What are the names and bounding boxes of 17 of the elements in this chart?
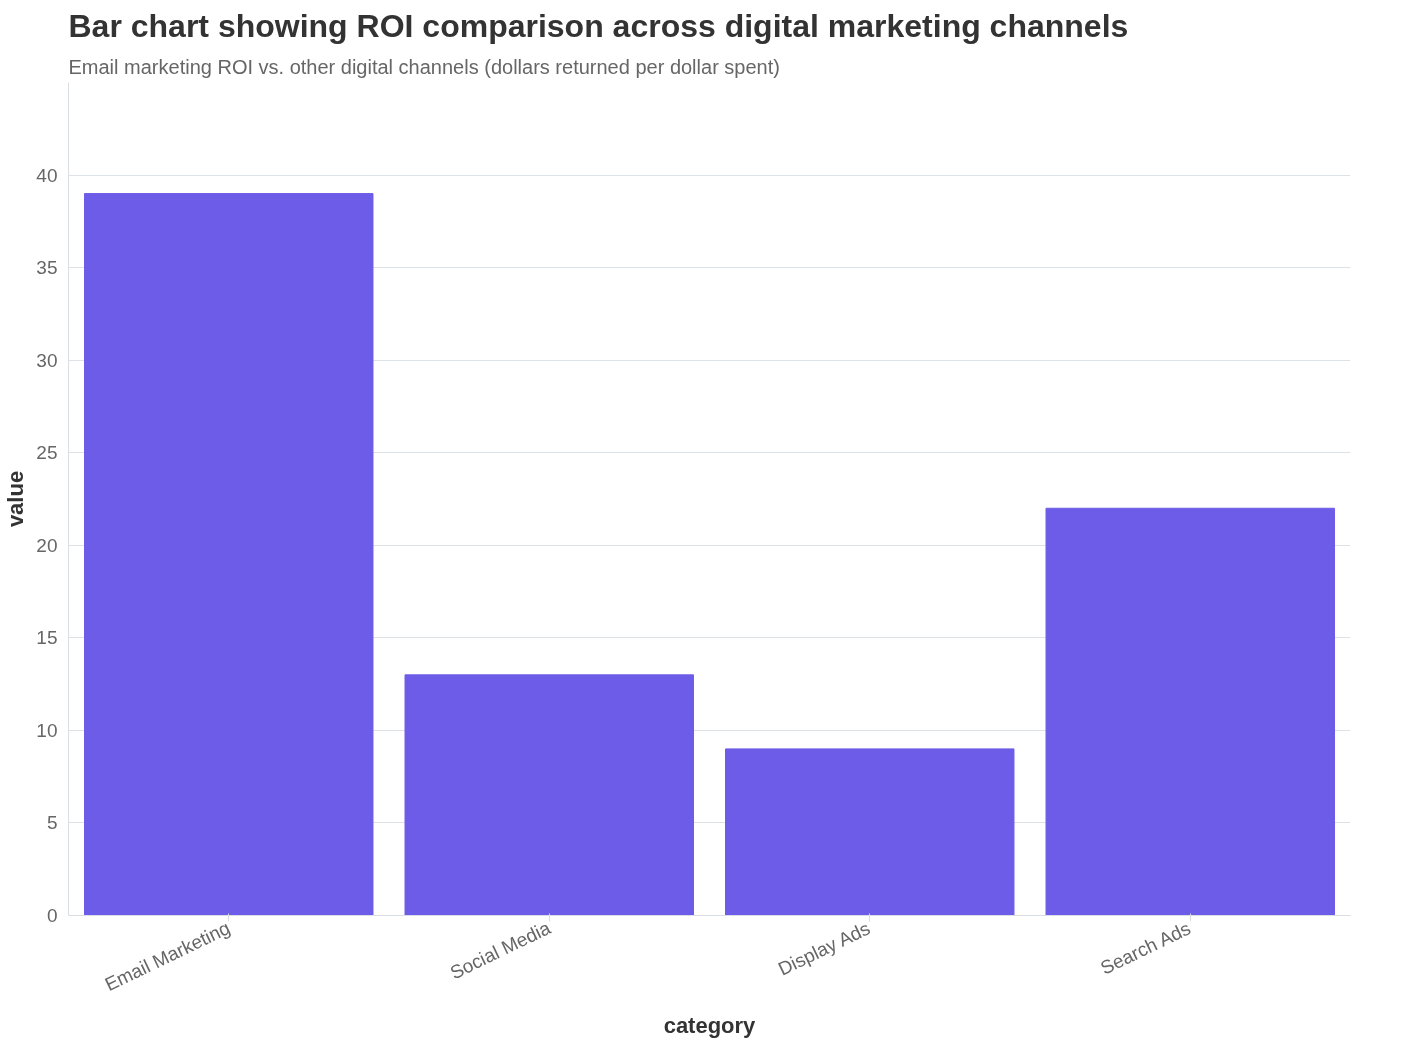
y-axis-title: value bbox=[3, 470, 29, 528]
x-axis-title: category bbox=[663, 1012, 757, 1038]
chart-subtitle: Email marketing ROI vs. other digital channels (dollars returned per dollar spent) bbox=[68, 55, 780, 78]
bar bbox=[725, 748, 1015, 916]
y-tick-label: 10 bbox=[36, 719, 58, 741]
y-tick-label: 0 bbox=[46, 905, 58, 926]
bar bbox=[1045, 507, 1335, 916]
y-tick-label: 40 bbox=[36, 164, 58, 186]
bar bbox=[84, 193, 374, 916]
y-tick-label: 5 bbox=[46, 812, 58, 834]
y-tick-label: 15 bbox=[36, 627, 58, 649]
y-tick-label: 25 bbox=[36, 442, 58, 464]
y-tick-label: 20 bbox=[36, 534, 58, 556]
y-tick-label: 30 bbox=[36, 349, 58, 371]
chart-title: Bar chart showing ROI comparison across digital marketing channels bbox=[68, 7, 1129, 44]
y-tick-label: 35 bbox=[36, 257, 58, 279]
bar bbox=[404, 674, 694, 916]
